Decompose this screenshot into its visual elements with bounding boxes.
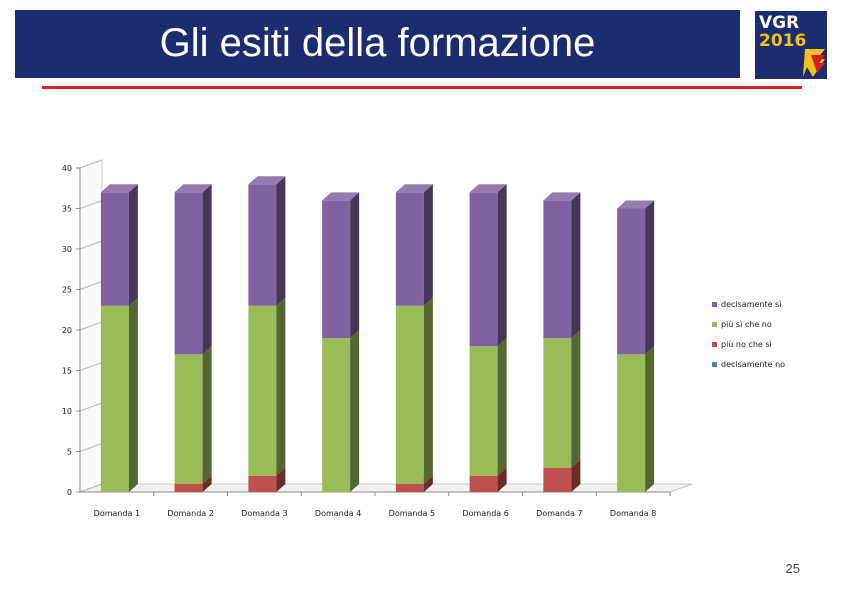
- bar-1-seg-4-side: [128, 184, 138, 306]
- bar-8-seg-3-side: [645, 346, 655, 492]
- bar-5-seg-3: [395, 305, 424, 484]
- bar-3-seg-4-top: [248, 176, 286, 185]
- bar-5-seg-3-side: [423, 297, 433, 484]
- bar-2-seg-3-side: [202, 346, 212, 484]
- y-tick-slant: [79, 402, 103, 412]
- bar-3-seg-4-side: [276, 176, 286, 306]
- bar-7-seg-2: [543, 467, 572, 492]
- y-tick-slant: [79, 200, 103, 209]
- floor: [79, 483, 693, 493]
- bar-7-seg-4: [543, 200, 572, 339]
- page-title: Gli esiti della formazione: [159, 21, 596, 65]
- bar-3-seg-3: [248, 305, 277, 476]
- bar-2-seg-3: [174, 354, 203, 484]
- bar-4-seg-4-top: [322, 192, 360, 201]
- y-tick-slant: [79, 483, 103, 493]
- bar-5-seg-2-side: [423, 475, 433, 492]
- y-tick-slant: [79, 281, 103, 290]
- x-tick-label: Domanda 8: [610, 509, 656, 518]
- legend-label: decisamente sì: [721, 300, 781, 309]
- x-tick-label: Domanda 3: [241, 509, 287, 518]
- bar-2-seg-2: [174, 483, 203, 492]
- logo-text-top: VGR: [759, 13, 800, 33]
- y-tick-slant: [79, 443, 103, 452]
- x-tick-label: Domanda 5: [389, 509, 435, 518]
- bar-5-seg-2: [395, 483, 424, 492]
- y-tick-label: 25: [62, 286, 72, 295]
- bar-5-seg-4-side: [423, 184, 433, 306]
- bar-7-seg-4-side: [571, 192, 581, 339]
- bar-8-seg-3: [617, 354, 646, 492]
- x-tick-label: Domanda 1: [94, 509, 140, 518]
- y-tick-label: 35: [62, 205, 72, 214]
- bar-7-seg-4-top: [543, 192, 581, 201]
- bar-1-seg-3-side: [128, 297, 138, 492]
- bar-3-seg-4: [248, 184, 277, 306]
- bar-6-seg-4: [469, 192, 498, 347]
- y-tick-slant: [79, 240, 103, 250]
- logo-shapes-icon: [803, 49, 825, 77]
- bar-4-seg-3: [322, 338, 351, 492]
- legend-label: più no che sì: [721, 340, 772, 349]
- bar-1-seg-3: [100, 305, 129, 492]
- bar-8-seg-4: [617, 208, 646, 355]
- x-tick-label: Domanda 6: [462, 509, 508, 518]
- logo-text-bottom: 2016: [759, 31, 807, 51]
- bar-4-seg-4: [322, 200, 351, 339]
- bar-7-seg-3-side: [571, 330, 581, 468]
- bar-2-seg-4-top: [174, 184, 212, 193]
- bar-1-seg-4-top: [100, 184, 138, 193]
- y-tick-slant: [79, 362, 103, 371]
- bar-2-seg-4-side: [202, 184, 212, 355]
- y-tick-slant: [79, 159, 103, 169]
- bar-6-seg-4-side: [497, 184, 507, 347]
- title-underline: [42, 86, 802, 89]
- bar-3-seg-2: [248, 475, 277, 492]
- legend-swatch: [712, 302, 717, 307]
- bar-7-seg-2-side: [571, 459, 581, 492]
- y-tick-label: 30: [62, 245, 72, 254]
- y-tick-label: 15: [62, 367, 72, 376]
- page-number: 25: [785, 561, 800, 576]
- legend-swatch: [712, 322, 717, 327]
- bar-1-seg-4: [100, 192, 129, 306]
- y-tick-label: 40: [62, 164, 72, 173]
- bar-6-seg-3: [469, 346, 498, 476]
- bar-6-seg-4-top: [469, 184, 507, 193]
- bar-6-seg-2: [469, 475, 498, 492]
- legend-label: decisamente no: [721, 360, 785, 369]
- bar-5-seg-4-top: [395, 184, 433, 193]
- x-tick-label: Domanda 7: [536, 509, 582, 518]
- y-tick-label: 5: [67, 448, 72, 457]
- y-tick-label: 10: [62, 407, 72, 416]
- bar-2-seg-2-side: [202, 475, 212, 492]
- bar-3-seg-2-side: [276, 467, 286, 492]
- bar-5-seg-4: [395, 192, 424, 306]
- x-tick-label: Domanda 2: [167, 509, 213, 518]
- bar-8-seg-4-top: [617, 200, 655, 209]
- bar-8-seg-4-side: [645, 200, 655, 355]
- legend-label: più sì che no: [721, 320, 772, 329]
- y-tick-label: 20: [62, 326, 72, 335]
- y-tick-label: 0: [67, 488, 72, 497]
- bar-2-seg-4: [174, 192, 203, 355]
- y-tick-slant: [79, 321, 103, 331]
- bar-4-seg-4-side: [350, 192, 360, 339]
- vgr-logo: VGR 2016: [755, 11, 827, 79]
- bar-6-seg-3-side: [497, 338, 507, 476]
- bar-3-seg-3-side: [276, 297, 286, 476]
- title-bar: Gli esiti della formazione: [15, 10, 740, 78]
- x-tick-label: Domanda 4: [315, 509, 361, 518]
- legend-swatch: [712, 342, 717, 347]
- bar-6-seg-2-side: [497, 467, 507, 492]
- bar-7-seg-3: [543, 338, 572, 468]
- bar-4-seg-3-side: [350, 330, 360, 492]
- legend-swatch: [712, 362, 717, 367]
